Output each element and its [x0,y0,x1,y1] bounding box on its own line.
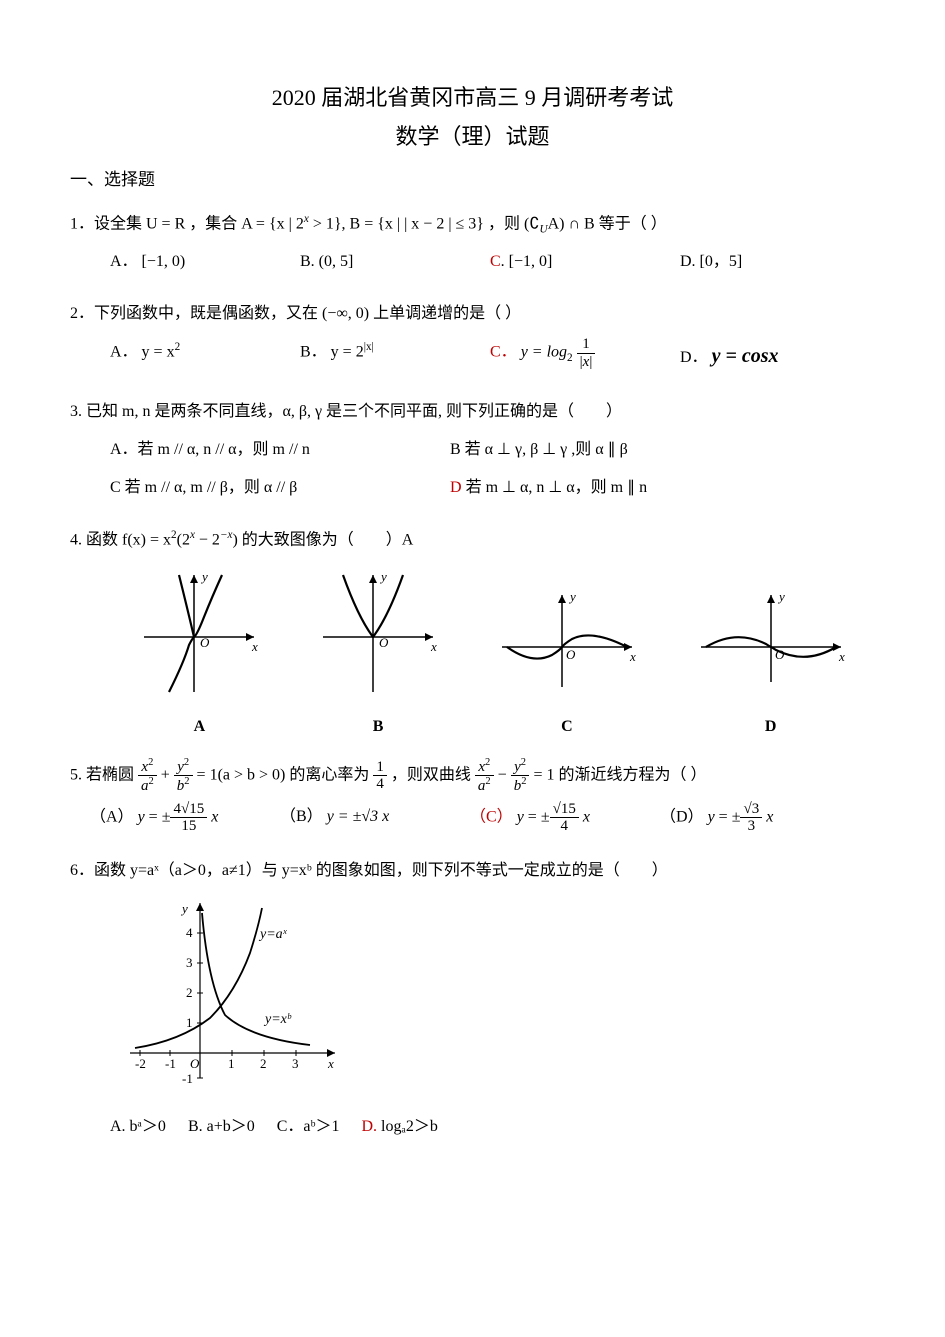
graph-a-svg: O x y [134,567,264,697]
q3-opt-c: C 若 m // α, m // β，则 α // β [110,472,430,504]
q3-opt-d: D 若 m ⊥ α, n ⊥ α，则 m ∥ n [450,472,770,504]
q6-opt-d: D. logₐ2＞b [361,1118,437,1135]
svg-text:y=xᵇ: y=xᵇ [263,1012,292,1027]
question-3: 3. 已知 m, n 是两条不同直线，α, β, γ 是三个不同平面, 则下列正… [70,396,875,510]
svg-text:1: 1 [186,1015,193,1030]
q4-graphs: O x y A O x y B [110,567,875,743]
q1-opt-c: C. [−1, 0] [490,246,660,278]
svg-text:x: x [327,1056,334,1071]
q3-opt-b: B 若 α ⊥ γ, β ⊥ γ ,则 α ∥ β [450,434,770,466]
svg-text:O: O [190,1056,200,1071]
q5-opt-c: （C） y = ±√154 x [470,801,640,835]
graph-d-svg: O x y [691,587,851,697]
q2-options: A． y = x2 B． y = 2|x| C． y = log2 1|x| D… [70,336,875,382]
q2-opt-b: B． y = 2|x| [300,336,470,376]
svg-text:x: x [251,639,258,654]
q4-graph-a: O x y A [134,567,264,743]
svg-text:2: 2 [186,985,193,1000]
svg-text:y: y [379,569,387,584]
svg-text:y: y [180,901,188,916]
q1-opt-d: D. [0，5] [680,246,850,278]
graph-b-svg: O x y [313,567,443,697]
q6-opt-a: A. bᵃ＞0 [110,1118,166,1135]
q5-stem: 5. 若椭圆 x2a2 + y2b2 = 1(a > b > 0) 的离心率为 … [70,757,875,795]
svg-text:-2: -2 [135,1056,146,1071]
svg-text:-1: -1 [165,1056,176,1071]
svg-text:-1: -1 [182,1071,193,1086]
q5-opt-d: （D） y = ±√33 x [660,801,830,835]
q1-options: A． [−1, 0) B. (0, 5] C. [−1, 0] D. [0，5] [70,246,875,284]
svg-text:O: O [200,635,210,650]
svg-text:x: x [629,649,636,664]
q3-opt-a: A．若 m // α, n // α，则 m // n [110,434,430,466]
svg-text:y=aˣ: y=aˣ [258,927,288,942]
q4-label-c: C [492,711,642,743]
q6-options: A. bᵃ＞0 B. a+b＞0 C．aᵇ＞1 D. logₐ2＞b [70,1111,875,1143]
q2-opt-d: D． y = cosx [680,336,850,376]
svg-text:x: x [430,639,437,654]
q6-opt-c: C．aᵇ＞1 [277,1118,340,1135]
q5-opt-b: （B） y = ±√3 x [280,801,450,835]
q6-stem: 6．函数 y=aˣ（a＞0，a≠1）与 y=xᵇ 的图象如图，则下列不等式一定成… [70,855,875,887]
title-line2: 数学（理）试题 [70,119,875,154]
graph-c-svg: O x y [492,587,642,697]
svg-text:3: 3 [292,1056,299,1071]
q4-graph-c: O x y C [492,587,642,743]
question-1: 1．设全集 U = R ，集合 A = {x | 2x > 1}, B = {x… [70,208,875,285]
q4-graph-d: O x y D [691,587,851,743]
q2-opt-a: A． y = x2 [110,336,280,376]
svg-text:y: y [777,589,785,604]
q5-options: （A） y = ±4√1515 x （B） y = ±√3 x （C） y = … [70,801,875,841]
q4-graph-b: O x y B [313,567,443,743]
q3-stem: 3. 已知 m, n 是两条不同直线，α, β, γ 是三个不同平面, 则下列正… [70,396,875,428]
svg-text:y: y [568,589,576,604]
question-6: 6．函数 y=aˣ（a＞0，a≠1）与 y=xᵇ 的图象如图，则下列不等式一定成… [70,855,875,1143]
q5-opt-a: （A） y = ±4√1515 x [90,801,260,835]
q1-stem: 1．设全集 U = R ，集合 A = {x | 2x > 1}, B = {x… [70,208,875,241]
q4-label-b: B [313,711,443,743]
q4-label-d: D [691,711,851,743]
svg-text:2: 2 [260,1056,267,1071]
q6-graph-svg: -2 -1 O 1 2 3 x 1 2 3 4 -1 y y= [110,893,350,1093]
svg-text:x: x [838,649,845,664]
svg-text:O: O [379,635,389,650]
q1-opt-a: A． [−1, 0) [110,246,280,278]
q2-opt-c: C． y = log2 1|x| [490,336,660,376]
svg-text:3: 3 [186,955,193,970]
svg-text:y: y [200,569,208,584]
q6-opt-b: B. a+b＞0 [188,1118,255,1135]
q2-stem: 2．下列函数中，既是偶函数，又在 (−∞, 0) 上单调递增的是（ ） [70,298,875,330]
question-5: 5. 若椭圆 x2a2 + y2b2 = 1(a > b > 0) 的离心率为 … [70,757,875,841]
svg-text:O: O [566,647,576,662]
question-4: 4. 函数 f(x) = x2(2x − 2−x) 的大致图像为（ ）A O x… [70,524,875,742]
q4-label-a: A [134,711,264,743]
q4-stem: 4. 函数 f(x) = x2(2x − 2−x) 的大致图像为（ ）A [70,524,875,556]
svg-text:4: 4 [186,925,193,940]
q1-opt-b: B. (0, 5] [300,246,470,278]
question-2: 2．下列函数中，既是偶函数，又在 (−∞, 0) 上单调递增的是（ ） A． y… [70,298,875,382]
section-heading: 一、选择题 [70,166,875,193]
q3-options: A．若 m // α, n // α，则 m // n B 若 α ⊥ γ, β… [70,434,875,510]
q6-graph: -2 -1 O 1 2 3 x 1 2 3 4 -1 y y= [110,893,875,1105]
svg-text:1: 1 [228,1056,235,1071]
title-line1: 2020 届湖北省黄冈市高三 9 月调研考考试 [70,80,875,115]
